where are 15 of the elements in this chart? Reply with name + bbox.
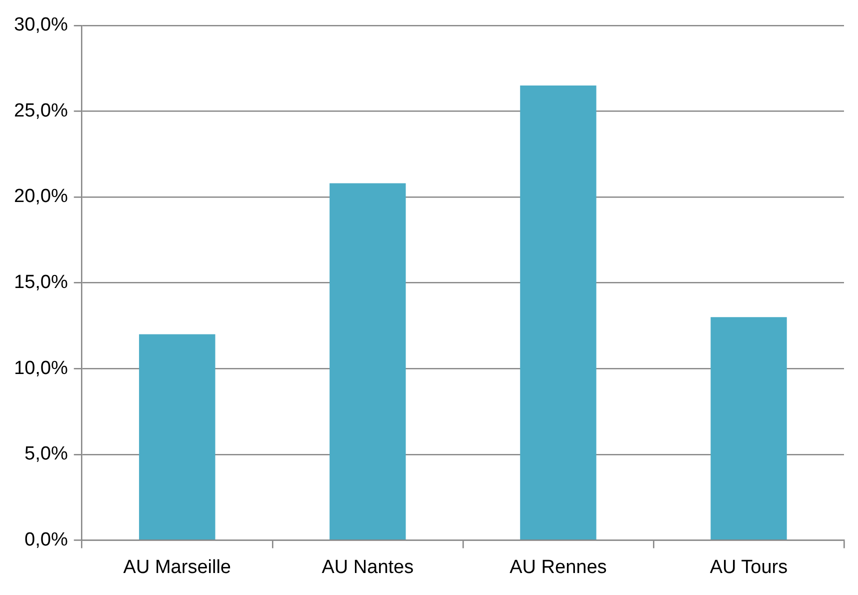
bar [330, 183, 406, 540]
y-tick-label: 15,0% [14, 272, 68, 294]
y-tick-label: 10,0% [14, 358, 68, 379]
x-tick-label: AU Nantes [322, 556, 414, 578]
x-tick-label: AU Rennes [510, 556, 607, 578]
bar [710, 317, 787, 540]
x-tick-label: AU Tours [710, 556, 788, 578]
x-tick-label: AU Marseille [123, 556, 231, 578]
y-tick-label: 5,0% [24, 444, 68, 465]
bar [139, 334, 216, 540]
y-tick-label: 25,0% [14, 100, 68, 122]
y-tick-label: 20,0% [14, 186, 68, 208]
y-tick-label: 0,0% [24, 529, 68, 550]
y-tick-label: 30,0% [14, 14, 68, 36]
bar [520, 85, 596, 540]
